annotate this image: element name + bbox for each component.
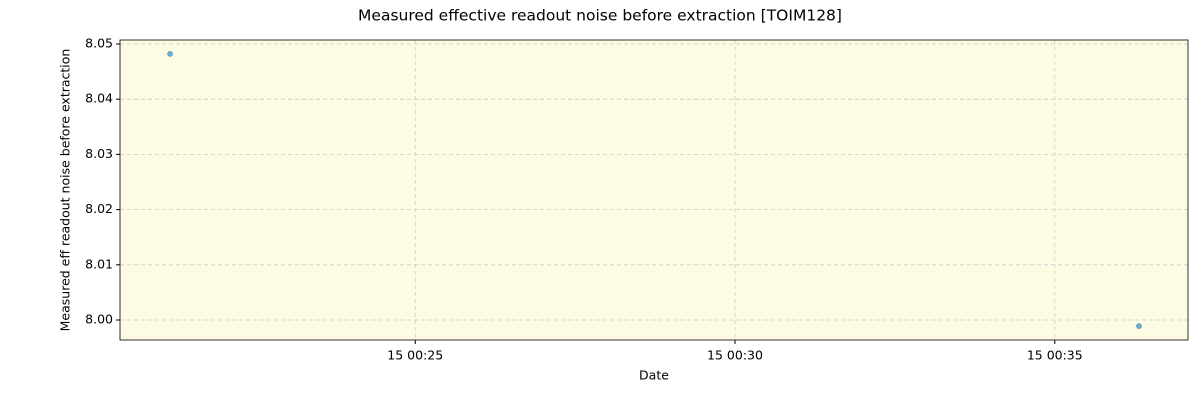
point (167, 51, 173, 57)
y-tick-label: 8.02 (85, 201, 113, 216)
x-tick-label: 15 00:25 (387, 348, 443, 363)
y-axis-label: Measured eff readout noise before extrac… (58, 49, 73, 332)
x-tick-label: 15 00:30 (707, 348, 763, 363)
x-tick-label: 15 00:35 (1027, 348, 1083, 363)
y-tick-label: 8.03 (85, 146, 113, 161)
y-tick-label: 8.01 (85, 256, 113, 271)
point (1136, 323, 1142, 329)
y-tick-label: 8.05 (85, 35, 113, 50)
chart-title: Measured effective readout noise before … (358, 7, 842, 25)
plot-frame (119, 39, 1189, 341)
plot-area (120, 40, 1188, 340)
y-tick-label: 8.00 (85, 312, 113, 327)
y-tick-label: 8.04 (85, 91, 113, 106)
x-axis-label: Date (639, 368, 669, 383)
